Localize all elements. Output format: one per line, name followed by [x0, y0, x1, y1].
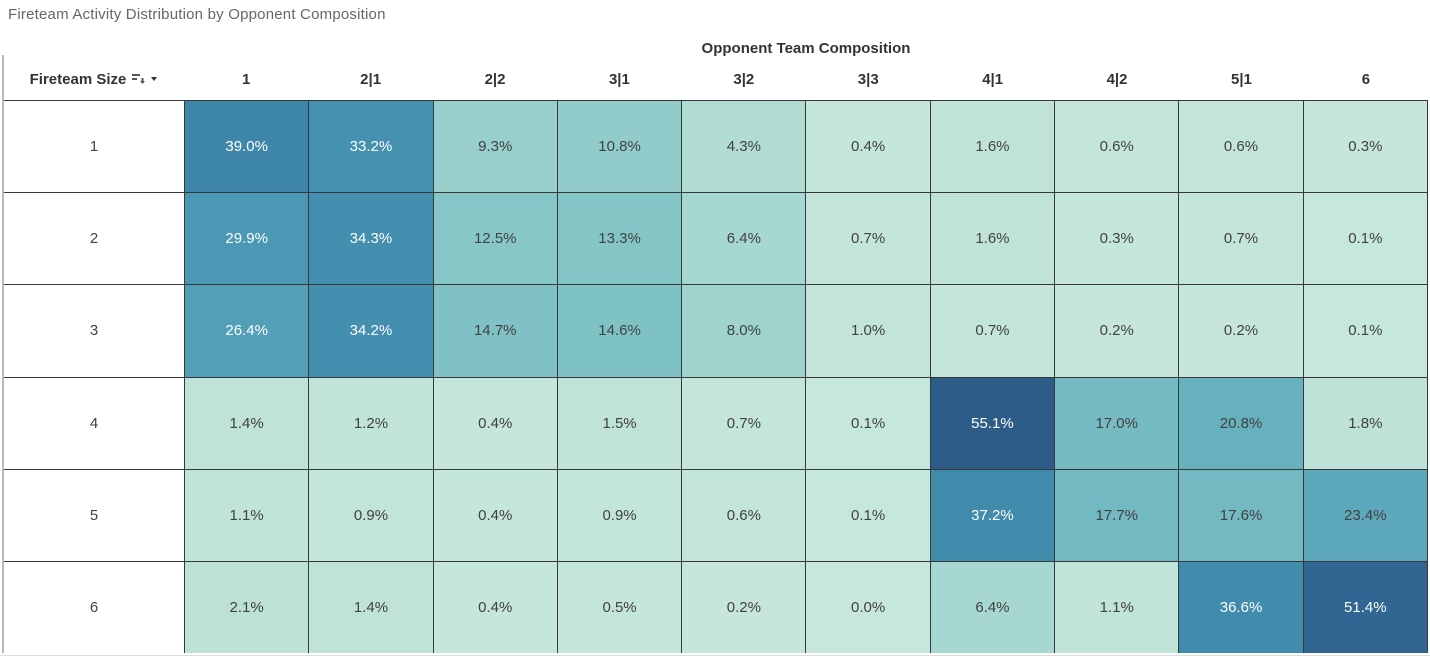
heatmap-cell[interactable]: 0.2% — [1054, 285, 1179, 377]
heatmap-cell[interactable]: 34.3% — [308, 193, 433, 285]
heatmap-cell[interactable]: 0.1% — [805, 469, 930, 561]
heatmap-cell[interactable]: 1.1% — [1054, 561, 1179, 654]
heatmap-cell[interactable]: 0.6% — [681, 469, 806, 561]
heatmap-cell[interactable]: 34.2% — [308, 285, 433, 377]
heatmap-cell[interactable]: 0.9% — [308, 469, 433, 561]
heatmap-cell[interactable]: 13.3% — [556, 193, 682, 285]
sort-descending-icon[interactable] — [131, 73, 146, 85]
heatmap-cell[interactable]: 4.3% — [681, 101, 806, 193]
heatmap-cell[interactable]: 14.7% — [432, 285, 557, 377]
heatmap-cell[interactable]: 1.6% — [929, 193, 1055, 285]
heatmap-cell[interactable]: 1.2% — [308, 377, 433, 469]
heatmap-cell[interactable]: 36.6% — [1178, 561, 1303, 654]
heatmap-cell[interactable]: 1.6% — [929, 101, 1055, 193]
heatmap-cell[interactable]: 0.5% — [556, 561, 682, 654]
column-header[interactable]: 2|1 — [360, 70, 382, 88]
table-row: 5 1.1% 0.9% 0.4% 0.9% 0.6% 0.1% 37.2% 17.7% 17.6%… — [4, 469, 1428, 562]
heatmap-cell[interactable]: 29.9% — [184, 193, 309, 285]
column-header[interactable]: 3|2 — [733, 70, 755, 88]
row-header[interactable]: 6 — [4, 561, 184, 654]
column-header[interactable]: 4|1 — [982, 70, 1004, 88]
heatmap-cell[interactable]: 9.3% — [432, 101, 557, 193]
row-header[interactable]: 3 — [4, 285, 184, 377]
row-field-label: Fireteam Size — [29, 70, 127, 88]
heatmap-cell[interactable]: 0.2% — [681, 561, 806, 654]
heatmap-cell[interactable]: 0.2% — [1178, 285, 1303, 377]
row-header[interactable]: 2 — [4, 193, 184, 285]
heatmap-cell[interactable]: 10.8% — [556, 101, 682, 193]
heatmap-cell[interactable]: 39.0% — [184, 101, 309, 193]
heatmap-cell[interactable]: 17.6% — [1178, 469, 1303, 561]
row-header[interactable]: 4 — [4, 377, 184, 469]
heatmap-cell[interactable]: 0.6% — [1178, 101, 1303, 193]
column-header[interactable]: 4|2 — [1106, 70, 1128, 88]
heatmap-cell[interactable]: 2.1% — [184, 561, 309, 654]
heatmap-body: 1 39.0% 33.2% 9.3% 10.8% 4.3% 0.4% 1.6% 0.6% 0.6%… — [4, 100, 1428, 654]
heatmap-cell[interactable]: 0.6% — [1054, 101, 1179, 193]
column-header[interactable]: 3|1 — [608, 70, 630, 88]
row-header[interactable]: 1 — [4, 101, 184, 193]
heatmap-cell[interactable]: 0.4% — [805, 101, 930, 193]
column-header[interactable]: 1 — [242, 70, 251, 88]
column-group-label: Opponent Team Composition — [701, 40, 911, 57]
heatmap-cell[interactable]: 1.4% — [184, 377, 309, 469]
table-row: 1 39.0% 33.2% 9.3% 10.8% 4.3% 0.4% 1.6% 0.6% 0.6%… — [4, 101, 1428, 194]
heatmap-cell[interactable]: 55.1% — [929, 377, 1055, 469]
heatmap-cell[interactable]: 0.4% — [432, 561, 557, 654]
column-header[interactable]: 6 — [1361, 70, 1371, 88]
heatmap-cell[interactable]: 12.5% — [432, 193, 557, 285]
heatmap-cell[interactable]: 20.8% — [1178, 377, 1303, 469]
heatmap-cell[interactable]: 17.7% — [1054, 469, 1179, 561]
column-header[interactable]: 2|2 — [484, 70, 506, 88]
chart-title: Fireteam Activity Distribution by Oppone… — [8, 6, 386, 23]
heatmap-cell[interactable]: 17.0% — [1054, 377, 1179, 469]
row-header[interactable]: 5 — [4, 469, 184, 561]
heatmap-cell[interactable]: 0.3% — [1054, 193, 1179, 285]
heatmap-cell[interactable]: 51.4% — [1302, 561, 1428, 654]
heatmap-cell[interactable]: 0.7% — [929, 285, 1055, 377]
column-header[interactable]: 5|1 — [1231, 70, 1252, 88]
heatmap-cell[interactable]: 37.2% — [929, 469, 1055, 561]
table-row: 2 29.9% 34.3% 12.5% 13.3% 6.4% 0.7% 1.6% 0.3% 0.7… — [4, 193, 1428, 286]
heatmap-cell[interactable]: 33.2% — [308, 101, 433, 193]
heatmap-cell[interactable]: 1.1% — [184, 469, 309, 561]
heatmap-cell[interactable]: 0.7% — [1178, 193, 1303, 285]
table-row: 4 1.4% 1.2% 0.4% 1.5% 0.7% 0.1% 55.1% 17.0% 20.8%… — [4, 377, 1428, 470]
heatmap-cell[interactable]: 1.8% — [1302, 377, 1428, 469]
heatmap-cell[interactable]: 1.0% — [805, 285, 930, 377]
heatmap-cell[interactable]: 0.0% — [805, 561, 930, 654]
heatmap-cell[interactable]: 0.7% — [805, 193, 930, 285]
heatmap-cell[interactable]: 6.4% — [929, 561, 1055, 654]
heatmap-cell[interactable]: 14.6% — [556, 285, 682, 377]
heatmap-cell[interactable]: 0.9% — [556, 469, 682, 561]
heatmap-cell[interactable]: 1.4% — [308, 561, 433, 654]
heatmap-cell[interactable]: 0.4% — [432, 377, 557, 469]
heatmap-cell[interactable]: 8.0% — [681, 285, 806, 377]
heatmap-cell[interactable]: 0.7% — [681, 377, 806, 469]
heatmap-cell[interactable]: 0.1% — [1302, 193, 1428, 285]
heatmap-cell[interactable]: 0.1% — [805, 377, 930, 469]
table-row: 3 26.4% 34.2% 14.7% 14.6% 8.0% 1.0% 0.7% 0.2% 0.2… — [4, 285, 1428, 378]
axis-rule — [2, 55, 4, 653]
table-row: 6 2.1% 1.4% 0.4% 0.5% 0.2% 0.0% 6.4% 1.1% 36.6% 51… — [4, 561, 1428, 654]
header-row: Fireteam Size 1 2|1 2|2 3|1 3|2 3|3 4|1 4|2 5|1 6 — [4, 60, 1428, 98]
heatmap-cell[interactable]: 0.1% — [1302, 285, 1428, 377]
row-field-header[interactable]: Fireteam Size — [4, 71, 184, 88]
heatmap-cell[interactable]: 0.3% — [1302, 101, 1428, 193]
heatmap-cell[interactable]: 0.4% — [432, 469, 557, 561]
caret-down-icon[interactable] — [150, 76, 158, 82]
heatmap-cell[interactable]: 1.5% — [556, 377, 682, 469]
heatmap-cell[interactable]: 6.4% — [681, 193, 806, 285]
heatmap-cell[interactable]: 23.4% — [1302, 469, 1428, 561]
column-header[interactable]: 3|3 — [857, 70, 879, 88]
bottom-divider — [0, 655, 1430, 656]
heatmap-cell[interactable]: 26.4% — [184, 285, 309, 377]
